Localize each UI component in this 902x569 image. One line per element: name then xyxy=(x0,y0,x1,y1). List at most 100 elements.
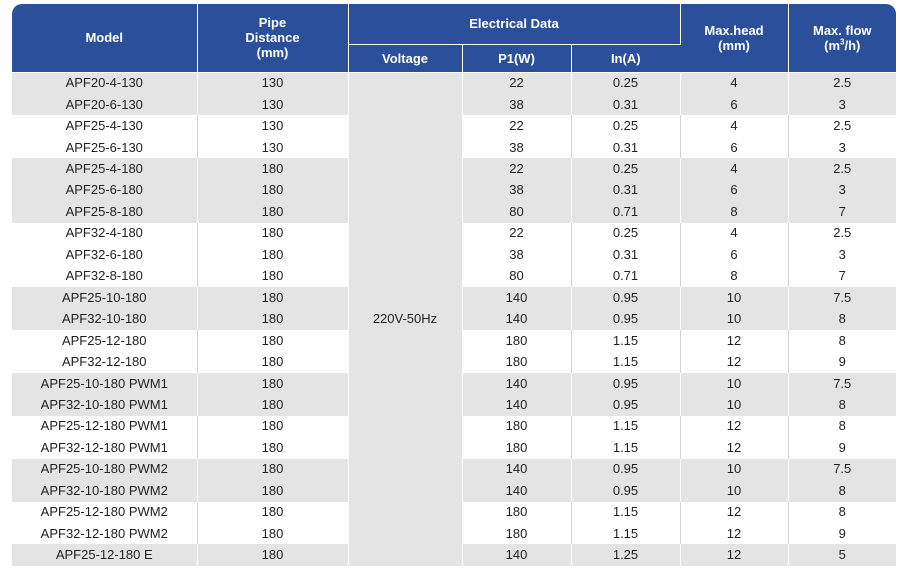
cell-p1: 180 xyxy=(462,351,572,373)
cell-p1: 180 xyxy=(462,415,572,438)
header-max-flow-line1: Max. flow xyxy=(812,22,872,38)
header-max-flow-unit-post: /h) xyxy=(844,37,861,53)
cell-max-head: 10 xyxy=(680,480,789,502)
table-row: APF25-6-180 180 38 0.31 6 3 xyxy=(12,179,896,202)
cell-max-flow: 3 xyxy=(788,179,896,202)
table-row: APF32-10-180 180 140 0.95 10 8 xyxy=(12,308,896,330)
cell-p1: 180 xyxy=(462,437,572,459)
cell-p1: 180 xyxy=(462,501,572,524)
cell-max-head: 6 xyxy=(680,136,789,159)
cell-model: APF25-12-180 xyxy=(12,329,198,352)
table-row: APF20-6-130 130 38 0.31 6 3 xyxy=(12,93,896,116)
header-voltage: Voltage xyxy=(348,44,463,73)
cell-max-flow: 7 xyxy=(788,265,896,288)
cell-pipe-distance: 180 xyxy=(197,244,349,266)
cell-in: 1.25 xyxy=(571,544,681,566)
cell-p1: 80 xyxy=(462,265,572,288)
cell-max-head: 4 xyxy=(680,222,789,245)
cell-p1: 38 xyxy=(462,136,572,159)
cell-model: APF32-8-180 xyxy=(12,265,198,288)
cell-max-head: 12 xyxy=(680,351,789,373)
cell-pipe-distance: 180 xyxy=(197,222,349,245)
table-row: APF32-10-180 PWM1 180 140 0.95 10 8 xyxy=(12,394,896,416)
cell-max-head: 12 xyxy=(680,329,789,352)
cell-pipe-distance: 130 xyxy=(197,115,349,137)
cell-max-flow: 7 xyxy=(788,201,896,223)
cell-max-flow: 8 xyxy=(788,394,896,416)
cell-in: 1.15 xyxy=(571,415,681,438)
cell-max-head: 4 xyxy=(680,158,789,180)
cell-p1: 80 xyxy=(462,201,572,223)
cell-pipe-distance: 130 xyxy=(197,72,349,94)
cell-in: 0.31 xyxy=(571,93,681,116)
cell-p1: 38 xyxy=(462,244,572,266)
cell-max-flow: 8 xyxy=(788,480,896,502)
header-in: In(A) xyxy=(571,44,680,73)
cell-max-flow: 9 xyxy=(788,351,896,373)
cell-model: APF25-12-180 PWM1 xyxy=(12,415,198,438)
cell-pipe-distance: 180 xyxy=(197,179,349,202)
cell-in: 1.15 xyxy=(571,437,681,459)
cell-model: APF32-12-180 xyxy=(12,351,198,373)
cell-max-flow: 8 xyxy=(788,501,896,524)
header-p1: P1(W) xyxy=(462,44,572,73)
cell-pipe-distance: 180 xyxy=(197,523,349,545)
cell-in: 0.25 xyxy=(571,158,681,180)
cell-p1: 22 xyxy=(462,115,572,137)
cell-max-flow: 7.5 xyxy=(788,287,896,309)
header-pipe-line1: Pipe xyxy=(258,15,287,31)
table-row: APF25-12-180 180 180 1.15 12 8 xyxy=(12,329,896,352)
cell-model: APF20-4-130 xyxy=(12,72,198,94)
cell-max-head: 12 xyxy=(680,437,789,459)
cell-in: 0.95 xyxy=(571,394,681,416)
header-pipe-line2: Distance xyxy=(245,30,300,46)
cell-p1: 140 xyxy=(462,394,572,416)
cell-pipe-distance: 180 xyxy=(197,437,349,459)
cell-in: 0.95 xyxy=(571,480,681,502)
cell-p1: 140 xyxy=(462,480,572,502)
cell-pipe-distance: 130 xyxy=(197,136,349,159)
cell-max-flow: 2.5 xyxy=(788,158,896,180)
cell-max-head: 10 xyxy=(680,394,789,416)
header-model: Model xyxy=(12,4,198,73)
cell-in: 1.15 xyxy=(571,329,681,352)
cell-max-head: 12 xyxy=(680,415,789,438)
table-row: APF32-12-180 PWM2 180 180 1.15 12 9 xyxy=(12,523,896,545)
pump-spec-table: Model Pipe Distance (mm) Electrical Data… xyxy=(12,4,896,566)
cell-model: APF25-4-130 xyxy=(12,115,198,137)
cell-max-flow: 5 xyxy=(788,544,896,566)
cell-pipe-distance: 180 xyxy=(197,544,349,566)
cell-in: 0.25 xyxy=(571,222,681,245)
table-row: APF32-12-180 180 180 1.15 12 9 xyxy=(12,351,896,373)
cell-in: 0.25 xyxy=(571,115,681,137)
cell-in: 0.25 xyxy=(571,72,681,94)
cell-in: 0.31 xyxy=(571,179,681,202)
header-max-flow: Max. flow (m3/h) xyxy=(788,4,896,73)
cell-max-head: 4 xyxy=(680,72,789,94)
cell-pipe-distance: 180 xyxy=(197,158,349,180)
table-body: APF20-4-130 130 220V-50Hz 22 0.25 4 2.5 APF20-6… xyxy=(12,72,896,566)
cell-in: 1.15 xyxy=(571,351,681,373)
cell-p1: 22 xyxy=(462,158,572,180)
cell-model: APF32-10-180 xyxy=(12,308,198,330)
header-electrical-data: Electrical Data xyxy=(348,4,681,45)
cell-voltage: 220V-50Hz xyxy=(347,72,463,566)
table-row: APF25-10-180 PWM1 180 140 0.95 10 7.5 xyxy=(12,372,896,395)
cell-pipe-distance: 180 xyxy=(197,415,349,438)
header-max-head-line2: (mm) xyxy=(718,37,750,53)
cell-in: 1.15 xyxy=(571,523,681,545)
cell-pipe-distance: 180 xyxy=(197,329,349,352)
cell-in: 0.95 xyxy=(571,308,681,330)
header-max-head: Max.head (mm) xyxy=(680,4,789,73)
header-pipe-line3: (mm) xyxy=(256,45,289,61)
cell-max-flow: 3 xyxy=(788,136,896,159)
table-row: APF25-12-180 PWM2 180 180 1.15 12 8 xyxy=(12,501,896,524)
cell-max-flow: 8 xyxy=(788,329,896,352)
cell-max-flow: 7.5 xyxy=(788,458,896,481)
cell-max-flow: 3 xyxy=(788,93,896,116)
cell-in: 0.95 xyxy=(571,372,681,395)
table-row: APF20-4-130 130 220V-50Hz 22 0.25 4 2.5 xyxy=(12,72,896,566)
cell-model: APF25-8-180 xyxy=(12,201,198,223)
table-row: APF25-10-180 180 140 0.95 10 7.5 xyxy=(12,287,896,309)
cell-model: APF25-6-130 xyxy=(12,136,198,159)
